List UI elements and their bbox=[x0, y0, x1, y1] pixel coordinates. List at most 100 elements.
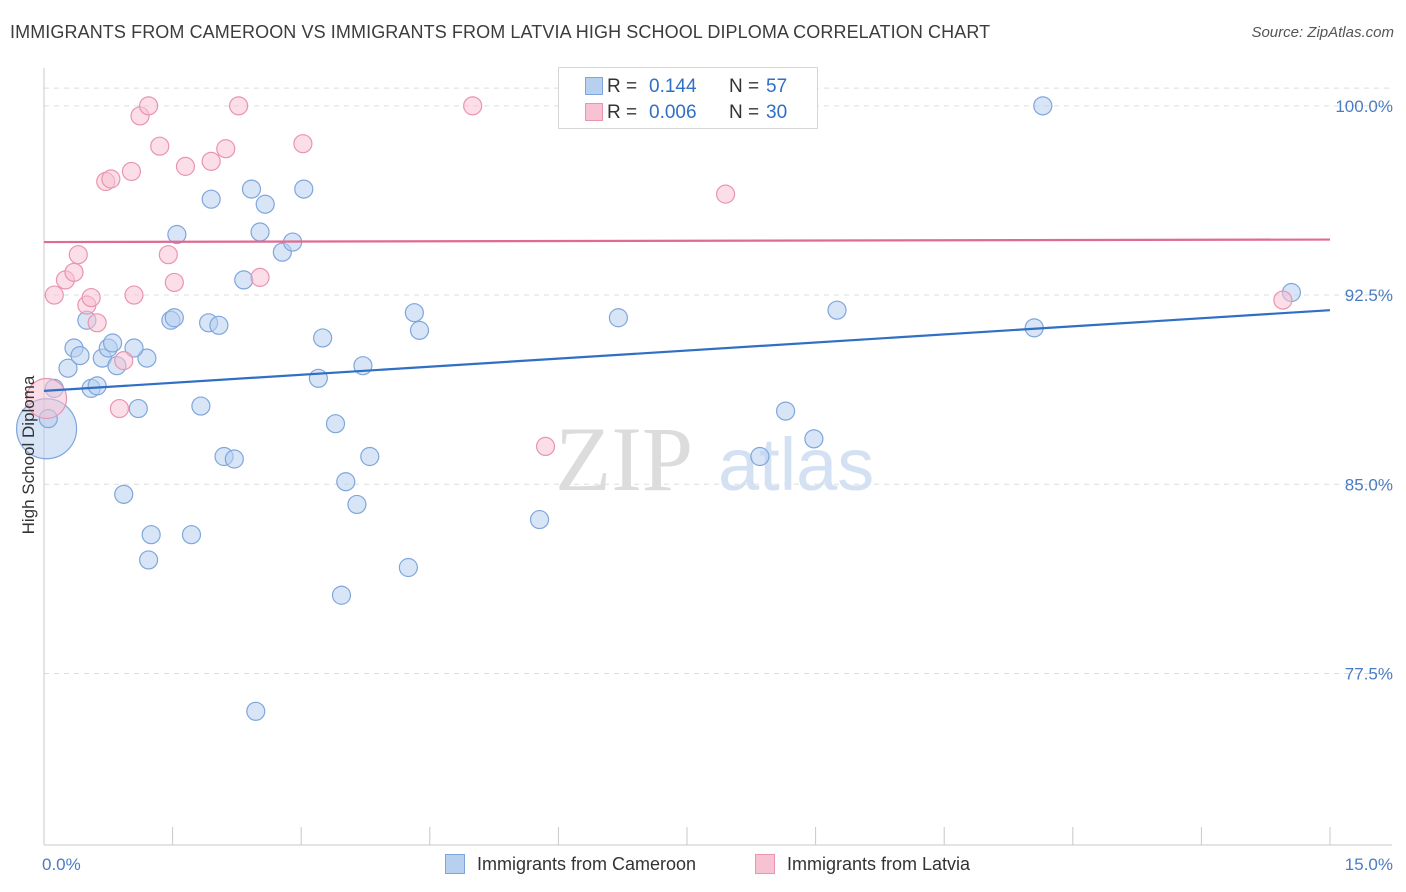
data-point-cameroon bbox=[124, 338, 144, 358]
data-point-latvia bbox=[87, 313, 107, 333]
trend-line-latvia bbox=[43, 238, 1331, 244]
data-point-cameroon bbox=[102, 333, 123, 353]
x-tick-label-max: 15.0% bbox=[1345, 855, 1393, 874]
data-point-cameroon bbox=[775, 401, 796, 421]
data-point-cameroon bbox=[336, 472, 356, 492]
data-point-cameroon bbox=[138, 550, 159, 570]
data-point-cameroon bbox=[201, 189, 221, 209]
watermark-zip: ZIP bbox=[555, 408, 693, 510]
stats-r-label: R = bbox=[607, 76, 638, 97]
data-point-latvia bbox=[124, 285, 144, 305]
stats-legend-box: R = 0.144 N = 57 R = 0.006 N = 30 bbox=[558, 67, 818, 129]
data-point-cameroon bbox=[529, 509, 550, 530]
data-point-cameroon bbox=[827, 300, 847, 320]
data-point-latvia bbox=[715, 184, 736, 204]
stats-n-value: 30 bbox=[766, 102, 788, 123]
data-point-cameroon bbox=[141, 525, 161, 545]
data-point-latvia bbox=[64, 262, 84, 282]
data-point-cameroon bbox=[167, 224, 187, 245]
data-point-latvia bbox=[101, 169, 121, 189]
data-point-cameroon bbox=[331, 585, 352, 605]
stats-r-label: R = bbox=[607, 102, 638, 123]
data-point-cameroon bbox=[608, 308, 629, 328]
data-point-latvia bbox=[150, 136, 170, 156]
data-point-latvia bbox=[535, 436, 556, 457]
data-point-cameroon bbox=[70, 345, 90, 366]
x-tick-label-min: 0.0% bbox=[42, 855, 81, 874]
legend-item-latvia[interactable]: Immigrants from Latvia bbox=[755, 851, 970, 877]
legend-swatch-latvia bbox=[755, 854, 775, 874]
data-point-latvia bbox=[138, 96, 159, 116]
gridlines bbox=[44, 87, 1392, 674]
stats-r-value: 0.144 bbox=[649, 76, 697, 97]
data-point-cameroon bbox=[404, 303, 424, 323]
data-point-cameroon bbox=[234, 270, 254, 290]
legend-label-cameroon: Immigrants from Cameroon bbox=[477, 853, 697, 874]
data-point-latvia bbox=[114, 351, 134, 371]
data-point-latvia bbox=[164, 272, 184, 293]
watermark-atlas: atlas bbox=[718, 423, 874, 506]
data-point-cameroon bbox=[398, 557, 418, 578]
data-point-cameroon bbox=[137, 348, 157, 368]
data-point-latvia bbox=[216, 139, 236, 159]
data-point-cameroon bbox=[128, 398, 148, 419]
data-point-cameroon bbox=[1033, 96, 1053, 116]
data-point-cameroon bbox=[58, 358, 78, 378]
data-point-latvia bbox=[25, 377, 68, 420]
data-point-latvia bbox=[463, 96, 483, 116]
trend-lines bbox=[43, 238, 1331, 393]
legend-item-cameroon[interactable]: Immigrants from Cameroon bbox=[445, 851, 696, 877]
series-legend: Immigrants from Cameroon Immigrants from… bbox=[0, 851, 1406, 877]
data-point-cameroon bbox=[224, 449, 244, 469]
data-point-cameroon bbox=[191, 396, 211, 416]
data-point-cameroon bbox=[246, 701, 266, 721]
data-point-latvia bbox=[175, 156, 196, 176]
data-point-cameroon bbox=[360, 446, 380, 467]
data-point-latvia bbox=[81, 287, 101, 308]
data-point-cameroon bbox=[114, 484, 134, 504]
data-point-latvia bbox=[1273, 290, 1293, 310]
y-tick-label: 85.0% bbox=[1345, 475, 1393, 494]
data-point-cameroon bbox=[241, 179, 262, 199]
stats-row-latvia: R = 0.006 N = 30 bbox=[585, 101, 788, 125]
data-point-latvia bbox=[68, 245, 88, 265]
stats-n-value: 57 bbox=[766, 76, 788, 97]
data-point-latvia bbox=[109, 398, 130, 419]
y-tick-label: 100.0% bbox=[1335, 97, 1393, 116]
trend-line-cameroon bbox=[43, 309, 1331, 393]
watermark: ZIP atlas bbox=[555, 408, 874, 510]
x-tick-labels: 0.0% 15.0% bbox=[42, 855, 1393, 874]
data-point-cameroon bbox=[347, 494, 367, 515]
legend-swatch-cameroon bbox=[445, 854, 465, 874]
data-point-cameroon bbox=[294, 179, 314, 199]
y-tick-label: 77.5% bbox=[1345, 664, 1393, 683]
stats-n-label: N = bbox=[729, 102, 760, 123]
stats-swatch-cameroon bbox=[585, 77, 603, 95]
data-point-cameroon bbox=[181, 525, 202, 545]
y-axis-label: High School Diploma bbox=[19, 375, 38, 534]
data-point-cameroon bbox=[409, 320, 430, 340]
data-point-cameroon bbox=[325, 414, 346, 434]
stats-row-cameroon: R = 0.144 N = 57 bbox=[585, 75, 788, 99]
data-point-cameroon bbox=[209, 315, 229, 335]
data-point-cameroon bbox=[255, 194, 275, 214]
data-point-cameroon bbox=[87, 376, 107, 396]
data-point-latvia bbox=[293, 134, 313, 154]
legend-label-latvia: Immigrants from Latvia bbox=[787, 853, 971, 874]
data-point-latvia bbox=[121, 161, 142, 182]
data-point-latvia bbox=[229, 96, 249, 116]
data-point-cameroon bbox=[750, 446, 770, 467]
data-point-latvia bbox=[158, 245, 178, 265]
chart-source: Source: ZipAtlas.com bbox=[1251, 24, 1394, 41]
data-point-cameroon bbox=[313, 328, 333, 348]
data-point-cameroon bbox=[250, 222, 270, 242]
chart-title: IMMIGRANTS FROM CAMEROON VS IMMIGRANTS F… bbox=[10, 22, 991, 42]
stats-r-value: 0.006 bbox=[649, 102, 697, 123]
data-point-cameroon bbox=[804, 429, 824, 449]
stats-n-label: N = bbox=[729, 76, 760, 97]
stats-swatch-latvia bbox=[585, 103, 603, 121]
data-point-latvia bbox=[250, 267, 270, 287]
data-point-cameroon bbox=[164, 308, 184, 328]
data-point-latvia bbox=[44, 285, 64, 305]
